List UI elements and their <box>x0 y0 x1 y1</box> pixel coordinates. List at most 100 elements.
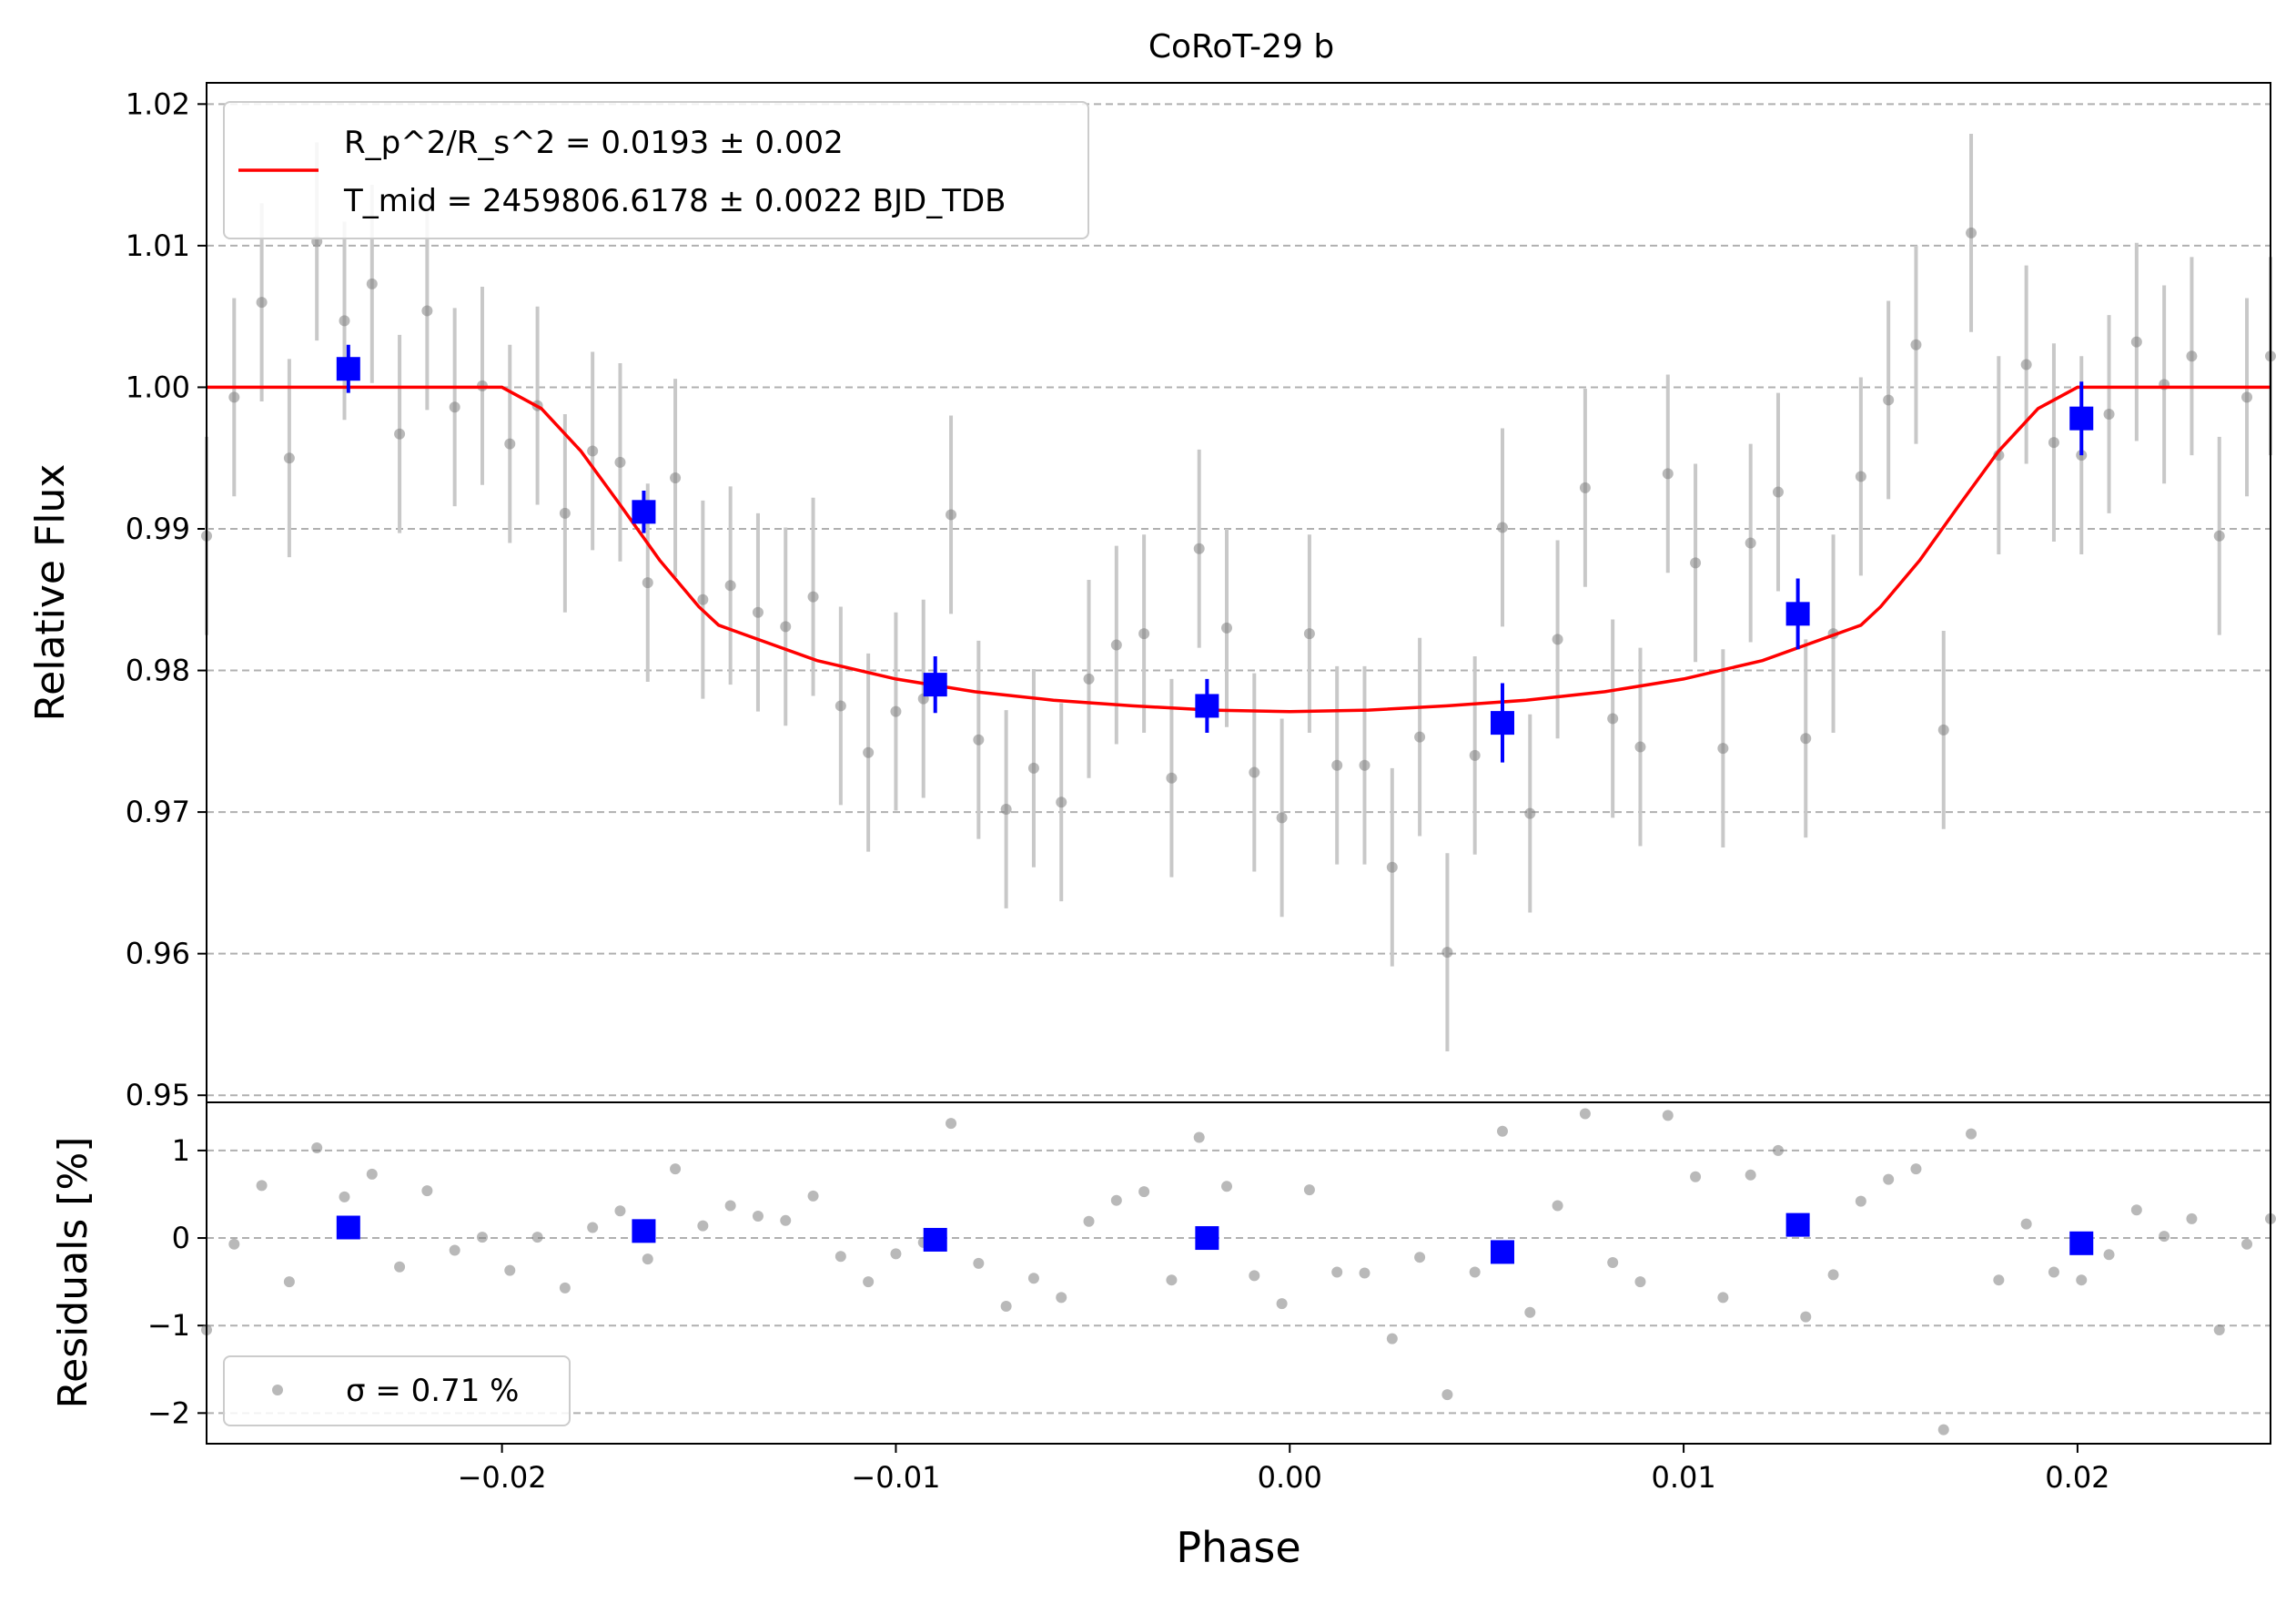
flux-observed-point <box>1276 812 1288 824</box>
legend-model-ratio: R_p^2/R_s^2 = 0.0193 ± 0.002 <box>344 125 844 161</box>
residuals-observed-point <box>724 1200 736 1212</box>
residuals-y-tick-label: 1 <box>172 1133 190 1168</box>
residuals-observed-point <box>2076 1274 2088 1286</box>
residuals-observed-point <box>1552 1200 1563 1212</box>
residuals-observed-point <box>1000 1301 1012 1313</box>
x-tick-label: 0.01 <box>1651 1460 1715 1495</box>
residuals-observed-point <box>642 1253 653 1265</box>
residuals-observed-point <box>1634 1276 1646 1288</box>
residuals-legend: σ = 0.71 % <box>223 1355 571 1426</box>
flux-y-tick-label: 1.00 <box>126 370 190 404</box>
flux-binned-point <box>1785 602 1810 626</box>
flux-observed-point <box>1607 713 1619 725</box>
flux-observed-point <box>1331 759 1343 771</box>
residuals-observed-point <box>1745 1169 1756 1181</box>
residuals-y-tick-label: −1 <box>147 1308 190 1343</box>
residuals-y-tick-label: 0 <box>172 1221 190 1255</box>
residuals-observed-point <box>1937 1424 1949 1436</box>
flux-observed-point <box>256 297 268 309</box>
residuals-observed-point <box>834 1251 846 1263</box>
residuals-observed-point <box>1441 1389 1453 1401</box>
residuals-observed-point <box>2020 1218 2032 1230</box>
residuals-axes-frame <box>206 1101 2271 1445</box>
residuals-observed-point <box>531 1232 543 1243</box>
residuals-legend-box <box>223 1355 571 1426</box>
residuals-panel: −2 −1 0 1 −0.02 −0.01 0.00 0.01 0.02 Residuals … <box>50 1101 2276 1572</box>
residuals-observed-point <box>1249 1270 1260 1282</box>
flux-y-axis-label: Relative Flux <box>27 464 74 722</box>
residuals-observed-point <box>2159 1231 2170 1243</box>
flux-observed-point <box>1193 543 1205 554</box>
flux-observed-point <box>1772 486 1784 498</box>
flux-observed-point <box>2186 350 2198 362</box>
residuals-observed-point <box>780 1214 792 1226</box>
residuals-observed-point <box>2130 1204 2142 1216</box>
transit-model-curve <box>207 385 2271 714</box>
flux-observed-point <box>2048 437 2059 449</box>
residuals-binned-point <box>923 1227 947 1252</box>
flux-observed-point <box>697 594 709 605</box>
residuals-observed-point <box>559 1282 571 1294</box>
flux-observed-point <box>559 507 571 519</box>
flux-observed-point <box>1027 762 1039 774</box>
residuals-observed-point <box>863 1276 875 1288</box>
residuals-observed-point <box>476 1232 488 1243</box>
residuals-observed-point <box>421 1185 433 1197</box>
residuals-observed-point <box>1414 1252 1426 1263</box>
flux-observed-point <box>1359 759 1371 771</box>
flux-y-ticks: 0.95 0.96 0.97 0.98 0.99 1.00 1.01 1.02 <box>126 86 207 1112</box>
flux-observed-point <box>1855 471 1866 482</box>
x-tick-label: −0.02 <box>458 1460 547 1495</box>
flux-legend-box <box>223 101 1089 239</box>
flux-observed-point <box>1303 628 1315 640</box>
flux-observed-point <box>863 746 875 758</box>
residuals-binned-point <box>1490 1240 1514 1264</box>
residuals-observed-point <box>311 1142 323 1153</box>
residuals-observed-point <box>283 1276 295 1288</box>
flux-observed-point <box>724 580 736 592</box>
flux-observed-point <box>1524 807 1536 819</box>
residuals-observed-point <box>449 1244 460 1256</box>
flux-y-tick-label: 0.99 <box>126 512 190 546</box>
flux-observed-point <box>670 472 682 483</box>
residuals-observed-point <box>1607 1256 1619 1268</box>
residuals-observed-point <box>1083 1215 1095 1227</box>
flux-observed-point <box>366 278 378 289</box>
flux-observed-point <box>283 452 295 464</box>
phase-x-ticks: −0.02 −0.01 0.00 0.01 0.02 <box>458 1444 2110 1495</box>
residuals-observed-point <box>1276 1298 1288 1310</box>
x-tick-label: −0.01 <box>851 1460 940 1495</box>
flux-observed-point <box>2130 336 2142 348</box>
residuals-observed-point <box>366 1168 378 1180</box>
flux-binned-point <box>2069 406 2094 431</box>
flux-observed-point <box>1083 673 1095 685</box>
residuals-observed-point <box>1910 1163 1922 1175</box>
residuals-observed-point <box>697 1220 709 1232</box>
flux-observed-point <box>228 391 240 403</box>
flux-observed-point <box>1000 804 1012 815</box>
residuals-observed-point <box>339 1191 350 1202</box>
sigma-legend-marker <box>272 1385 283 1395</box>
residuals-observed-point <box>1993 1274 2005 1286</box>
flux-observed-point <box>780 621 792 633</box>
residuals-observed-point <box>1193 1131 1205 1143</box>
residuals-observed-point <box>1359 1267 1371 1279</box>
residuals-observed-point <box>973 1257 985 1269</box>
flux-observed-point <box>834 700 846 712</box>
flux-y-tick-label: 0.97 <box>126 795 190 829</box>
flux-observed-point <box>1662 468 1674 480</box>
residuals-observed-point <box>2186 1212 2198 1224</box>
residuals-observed-point <box>587 1222 599 1233</box>
flux-y-tick-label: 0.96 <box>126 937 190 971</box>
flux-observed-point <box>1496 522 1508 533</box>
residuals-observed-point <box>228 1238 240 1250</box>
flux-observed-point <box>2241 391 2253 403</box>
flux-y-tick-label: 1.02 <box>126 86 190 121</box>
flux-binned-point <box>1195 694 1219 718</box>
flux-binned-points <box>336 344 2094 763</box>
residuals-observed-point <box>670 1163 682 1175</box>
legend-sigma: σ = 0.71 % <box>346 1373 519 1409</box>
x-tick-label: 0.02 <box>2045 1460 2109 1495</box>
residuals-observed-point <box>1386 1333 1398 1344</box>
